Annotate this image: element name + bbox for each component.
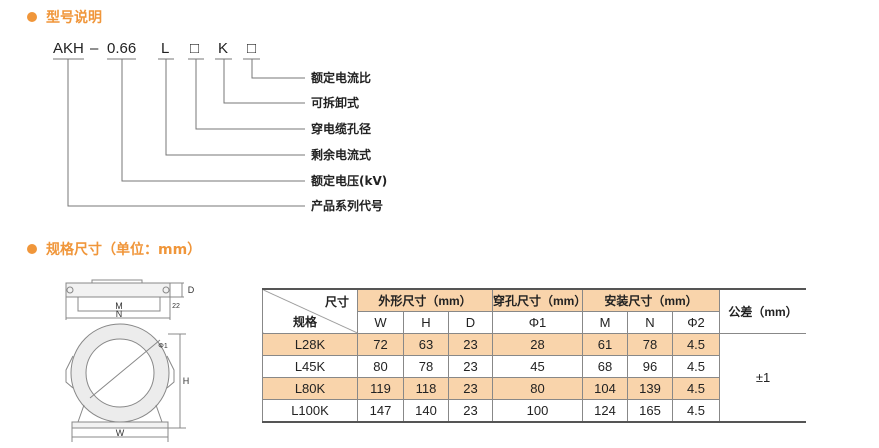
code-series: AKH: [53, 40, 84, 57]
cell: 4.5: [672, 333, 720, 356]
cell: 140: [403, 399, 449, 423]
cell: 124: [582, 399, 628, 423]
section-title: 型号说明: [46, 10, 102, 26]
code-voltage: 0.66: [107, 40, 137, 57]
cell: 96: [627, 355, 673, 378]
cell: 4.5: [672, 399, 720, 423]
dim-label-phi1: Φ1: [158, 343, 168, 350]
table-row: L45K 80 78 23 45 68 96 4.5: [262, 355, 807, 378]
col-h: H: [403, 311, 449, 334]
group-outer: 外形尺寸（mm）: [357, 288, 493, 312]
cell: 68: [582, 355, 628, 378]
dim-label-thickness: 22: [172, 303, 180, 310]
section-model-explanation: 型号说明: [27, 7, 102, 27]
col-phi2: Φ2: [672, 311, 720, 334]
tolerance-header: 公差（mm）: [719, 288, 806, 334]
label-detachable: 可拆卸式: [311, 96, 360, 110]
corner-bottom: 规格: [293, 315, 318, 329]
cell: 104: [582, 377, 628, 400]
col-w: W: [357, 311, 404, 334]
cell: 80: [492, 377, 583, 400]
section-title: 规格尺寸（单位：mm）: [46, 242, 202, 258]
label-hole: 穿电缆孔径: [311, 122, 372, 136]
cell: 119: [357, 377, 404, 400]
cell-model: L80K: [262, 377, 358, 400]
cell: 78: [403, 355, 449, 378]
col-phi1: Φ1: [492, 311, 583, 334]
cell: 23: [448, 333, 493, 356]
tolerance-value: ±1: [719, 333, 806, 423]
corner-cell: 尺寸 规格: [262, 288, 358, 334]
cell-model: L28K: [262, 333, 358, 356]
cell: 72: [357, 333, 404, 356]
code-residual: L: [161, 40, 170, 57]
label-residual: 剩余电流式: [311, 148, 372, 162]
cell: 4.5: [672, 355, 720, 378]
cell: 28: [492, 333, 583, 356]
dim-label-w: W: [116, 428, 125, 438]
col-m: M: [582, 311, 628, 334]
code-hole: □: [190, 40, 200, 57]
cell: 45: [492, 355, 583, 378]
cell-model: L45K: [262, 355, 358, 378]
code-detachable: K: [218, 40, 229, 57]
group-mount: 安装尺寸（mm）: [582, 288, 720, 312]
cell: 165: [627, 399, 673, 423]
bullet-icon: [27, 244, 37, 254]
cell: 4.5: [672, 377, 720, 400]
table-row: L28K 72 63 23 28 61 78 4.5 ±1: [262, 333, 806, 423]
cell-model: L100K: [262, 399, 358, 423]
dim-label-m: M: [115, 301, 123, 311]
cell: 23: [448, 355, 493, 378]
bullet-icon: [27, 12, 37, 22]
code-dash: –: [90, 40, 99, 57]
cell: 118: [403, 377, 449, 400]
cell: 80: [357, 355, 404, 378]
table-row: L100K 147 140 23 100 124 165 4.5: [262, 399, 807, 423]
cell: 147: [357, 399, 404, 423]
cell: 139: [627, 377, 673, 400]
label-series: 产品系列代号: [311, 199, 384, 213]
col-n: N: [627, 311, 673, 334]
cell: 23: [448, 399, 493, 423]
table-row: L80K 119 118 23 80 104 139 4.5: [262, 377, 807, 400]
section-dimensions: 规格尺寸（单位：mm）: [27, 239, 201, 259]
cell: 23: [448, 377, 493, 400]
code-ratio: □: [247, 40, 257, 57]
label-rated-ratio: 额定电流比: [311, 71, 372, 85]
corner-top: 尺寸: [324, 295, 349, 309]
cell: 78: [627, 333, 673, 356]
dimension-table: 尺寸 规格 外形尺寸（mm） 穿孔尺寸（mm） 安装尺寸（mm） 公差（mm） …: [262, 288, 806, 423]
group-hole: 穿孔尺寸（mm）: [492, 288, 586, 312]
cell: 61: [582, 333, 628, 356]
dim-label-d: D: [188, 285, 195, 295]
cell: 63: [403, 333, 449, 356]
dim-label-n: N: [116, 309, 123, 319]
col-d: D: [448, 311, 493, 334]
label-voltage: 额定电压(kV): [311, 174, 388, 188]
cell: 100: [492, 399, 583, 423]
dim-label-h: H: [183, 376, 190, 386]
